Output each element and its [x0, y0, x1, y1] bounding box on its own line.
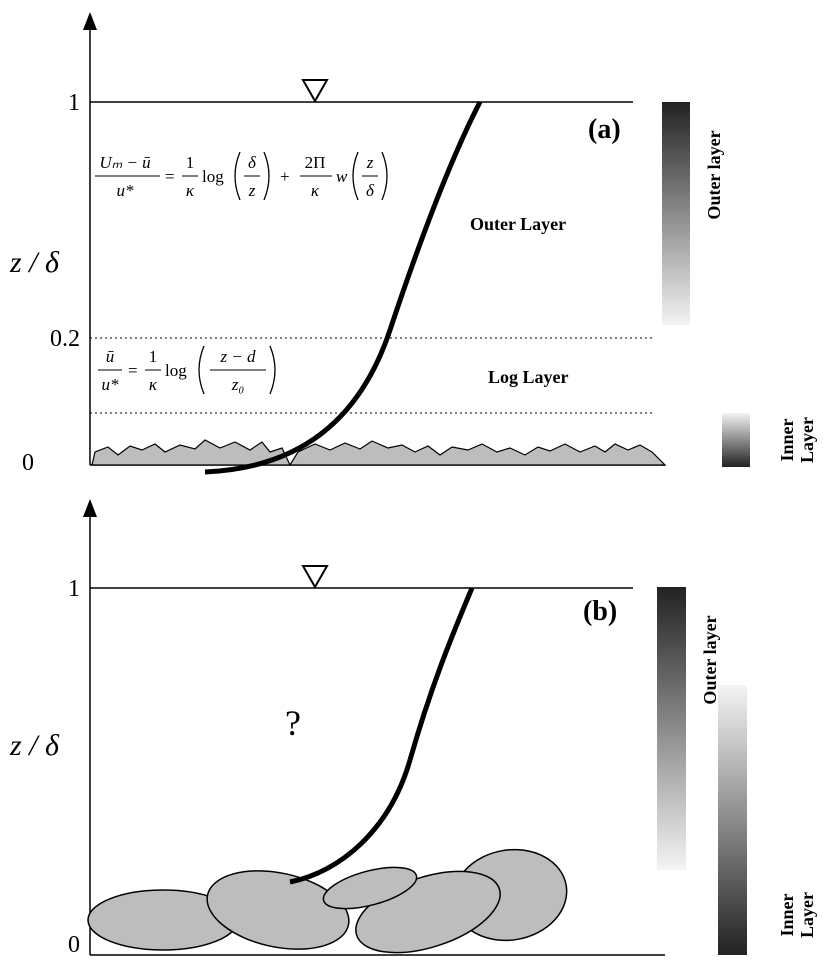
eq-text: log — [202, 167, 224, 186]
bar-label: Inner — [777, 418, 797, 461]
eq-text: ū — [106, 347, 115, 366]
axis-arrow — [83, 12, 97, 30]
panel-label: (a) — [588, 114, 621, 145]
axis-label: z / δ — [9, 729, 60, 762]
velocity-profile — [289, 587, 475, 885]
eq-text: z₀ — [231, 375, 245, 394]
eq-text: z − d — [219, 347, 256, 366]
eq-text: w — [336, 167, 348, 186]
panel-label: (b) — [583, 596, 617, 627]
eq-text: 1 — [186, 153, 195, 172]
paren — [234, 151, 241, 201]
eq-text: 2Π — [305, 153, 326, 172]
tick-label: 0.2 — [50, 326, 80, 352]
eq-text: log — [165, 361, 187, 380]
eq-text: z — [248, 181, 256, 200]
paren — [198, 345, 205, 395]
bar-label: Inner — [777, 893, 797, 936]
tick-label: 0 — [22, 450, 34, 476]
paren — [263, 151, 270, 201]
paren — [269, 345, 276, 395]
eq-text: z — [366, 153, 374, 172]
eq-text: Uₘ − ū — [99, 153, 150, 172]
tick-label: 0 — [68, 932, 80, 958]
outer-gradient-bar — [657, 587, 686, 870]
eq-text: + — [280, 167, 290, 186]
bar-label: Outer layer — [700, 615, 720, 704]
inner-gradient-bar — [722, 413, 750, 467]
paren — [381, 151, 388, 201]
eq-text: = — [128, 361, 138, 380]
eq-text: δ — [248, 153, 257, 172]
eq-text: δ — [366, 181, 375, 200]
tick-label: 1 — [68, 90, 80, 116]
bar-label: Outer layer — [704, 130, 724, 219]
region-label: Log Layer — [488, 367, 569, 387]
panel-b: 1 0 z / δ (b) ? Outer layer Inner Layer — [9, 499, 817, 958]
eq-text: 1 — [149, 347, 158, 366]
unknown-label: ? — [285, 703, 301, 743]
eq-text: u* — [102, 375, 120, 394]
region-label: Outer Layer — [470, 214, 566, 234]
water-surface-symbol — [301, 79, 329, 104]
paren — [352, 151, 359, 201]
eq-text: κ — [149, 375, 158, 394]
inner-gradient-bar — [718, 685, 747, 955]
eq-text: κ — [186, 181, 195, 200]
rough-bed — [91, 439, 667, 467]
bar-label: Layer — [797, 892, 817, 938]
axis-label: z / δ — [9, 246, 60, 279]
boulder — [206, 870, 350, 950]
axis-arrow — [83, 499, 97, 517]
eq-text: = — [165, 167, 175, 186]
outer-gradient-bar — [662, 102, 690, 325]
equation-log: ū u* = 1 κ log z − d z₀ — [98, 345, 276, 395]
tick-label: 1 — [68, 576, 80, 602]
boulders — [87, 848, 568, 954]
water-surface-symbol — [301, 565, 329, 590]
equation-outer: Uₘ − ū u* = 1 κ log δ z + 2Π κ w z δ — [95, 151, 388, 201]
boulder — [322, 866, 418, 910]
eq-text: u* — [117, 181, 135, 200]
velocity-profile — [204, 100, 483, 475]
eq-text: κ — [311, 181, 320, 200]
panel-a: 1 0.2 0 z / δ (a) Outer Layer Log Layer … — [9, 12, 817, 476]
bar-label: Layer — [797, 417, 817, 463]
